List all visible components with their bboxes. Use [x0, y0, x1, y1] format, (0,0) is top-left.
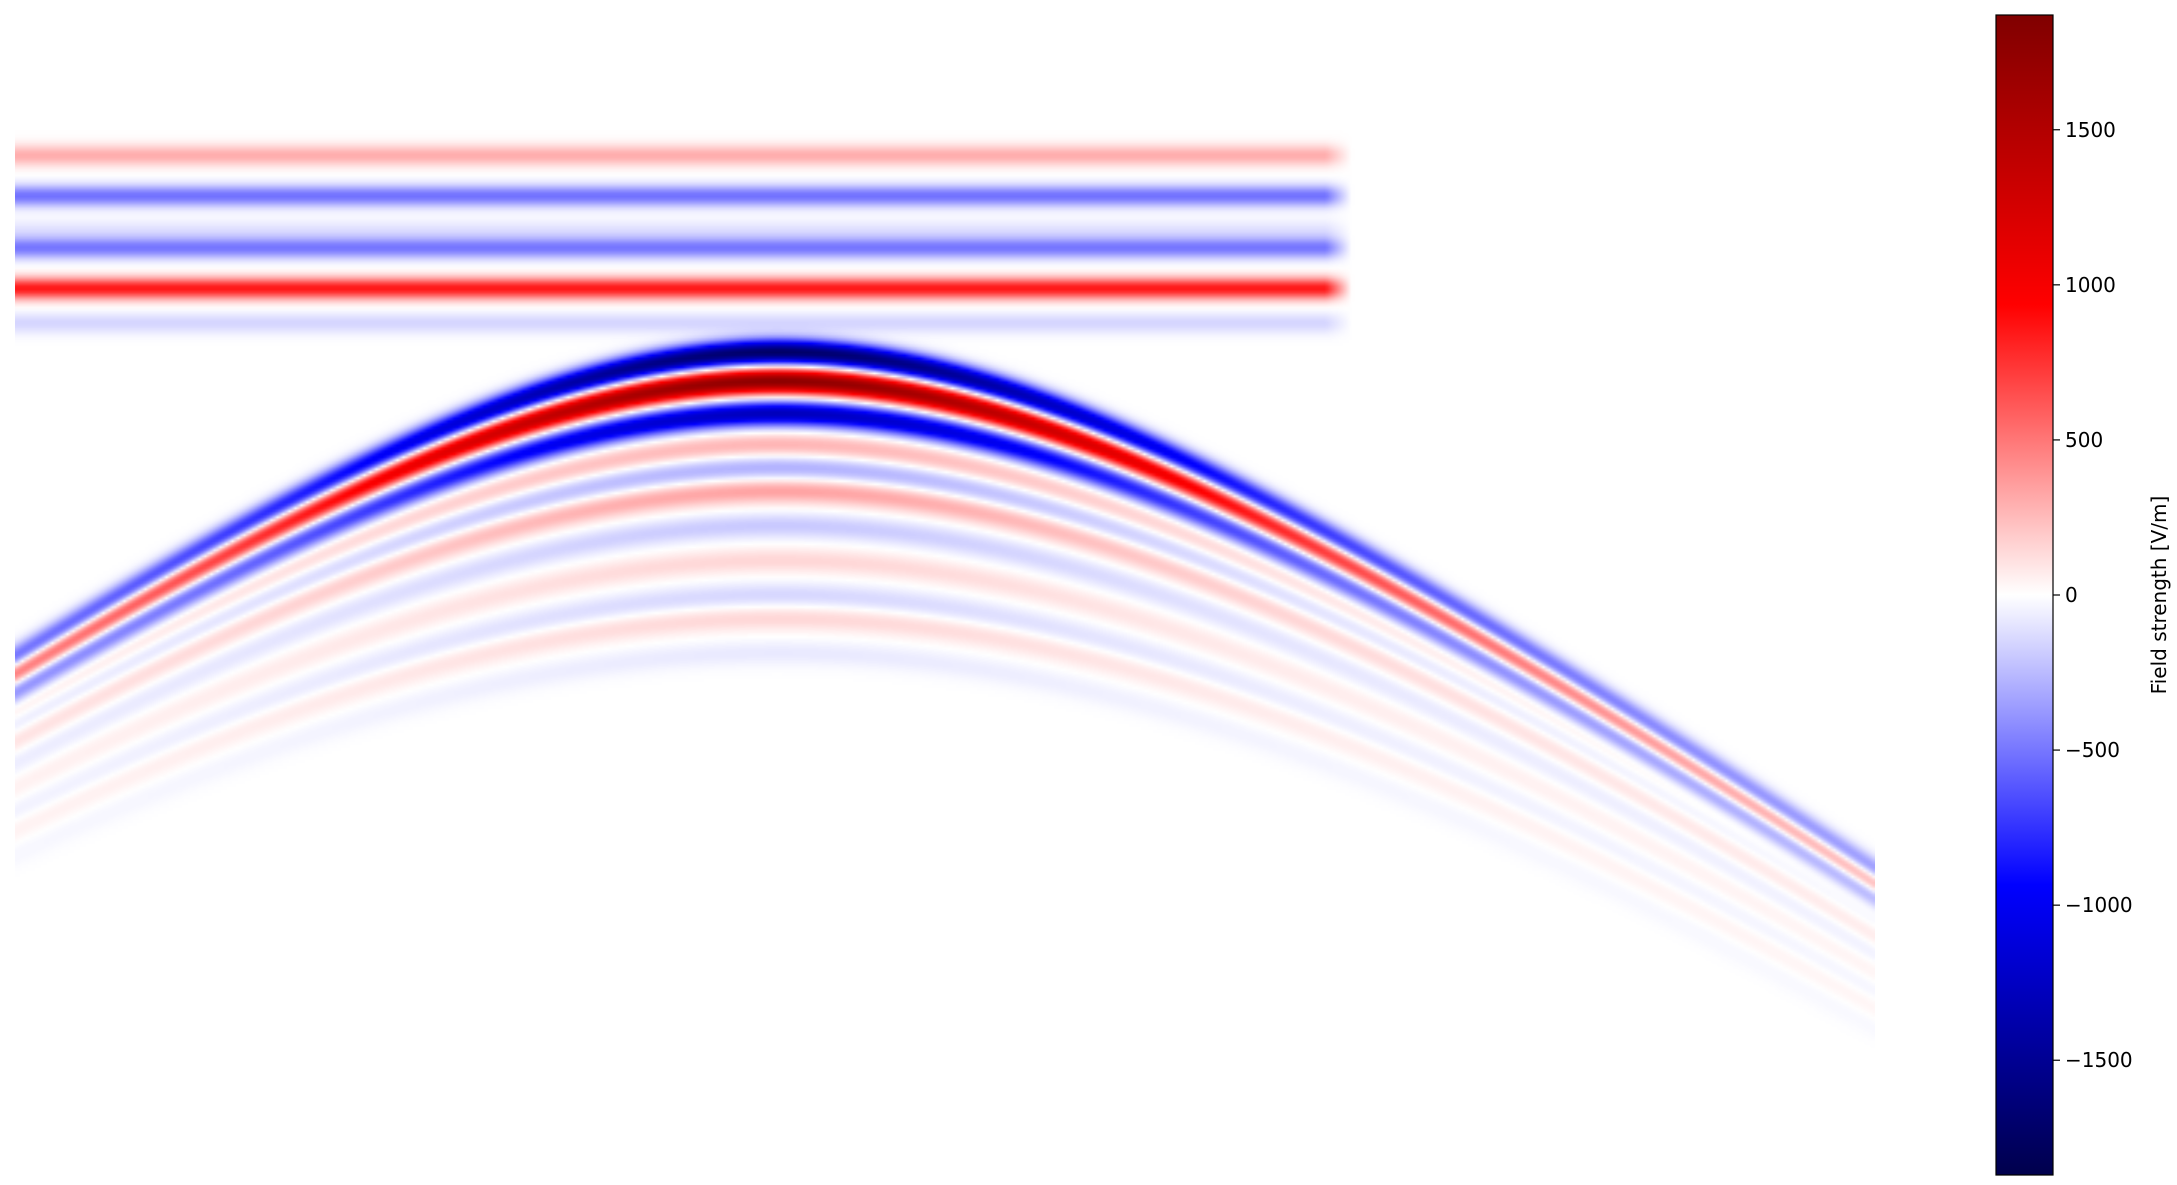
colorbar-tick-label: −1000 [2065, 893, 2133, 917]
colorbar-tick-label: 1500 [2065, 118, 2116, 142]
colorbar-tick-label: 1000 [2065, 273, 2116, 297]
colorbar-tick-label: −1500 [2065, 1048, 2133, 1072]
heatmap-image [15, 15, 1875, 1175]
colorbar-tick-label: 0 [2065, 583, 2078, 607]
colorbar-tick-label: −500 [2065, 738, 2120, 762]
colorbar-label: Field strength [V/m] [2147, 496, 2171, 695]
colorbar-tick-label: 500 [2065, 428, 2103, 452]
colorbar-ticks: 1500 1000 500 0 −500 −1000 −1500 [2053, 118, 2133, 1072]
colorbar [1995, 14, 2054, 1176]
